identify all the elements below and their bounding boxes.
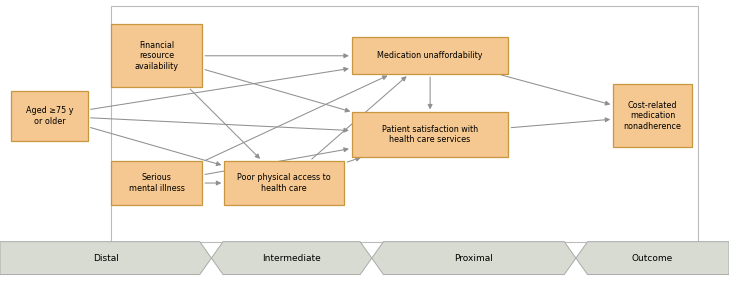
FancyBboxPatch shape [224,161,345,205]
FancyBboxPatch shape [351,37,509,74]
FancyBboxPatch shape [613,84,692,147]
Text: Medication unaffordability: Medication unaffordability [378,51,483,60]
Text: Proximal: Proximal [454,254,494,263]
Text: Financial
resource
availability: Financial resource availability [135,41,179,71]
Polygon shape [576,242,729,275]
Text: Serious
mental illness: Serious mental illness [129,173,184,193]
Text: Distal: Distal [93,254,119,263]
Text: Patient satisfaction with
health care services: Patient satisfaction with health care se… [382,125,478,144]
Polygon shape [0,242,211,275]
FancyBboxPatch shape [111,161,202,205]
FancyBboxPatch shape [351,112,509,157]
Text: Poor physical access to
health care: Poor physical access to health care [238,173,331,193]
Text: Aged ≥75 y
or older: Aged ≥75 y or older [26,106,74,126]
Polygon shape [211,242,372,275]
Text: Cost-related
medication
nonadherence: Cost-related medication nonadherence [623,101,682,131]
Bar [111,6,698,242]
FancyBboxPatch shape [111,24,202,87]
Polygon shape [372,242,576,275]
FancyBboxPatch shape [12,91,87,141]
Text: Intermediate: Intermediate [262,254,321,263]
Text: Outcome: Outcome [632,254,673,263]
